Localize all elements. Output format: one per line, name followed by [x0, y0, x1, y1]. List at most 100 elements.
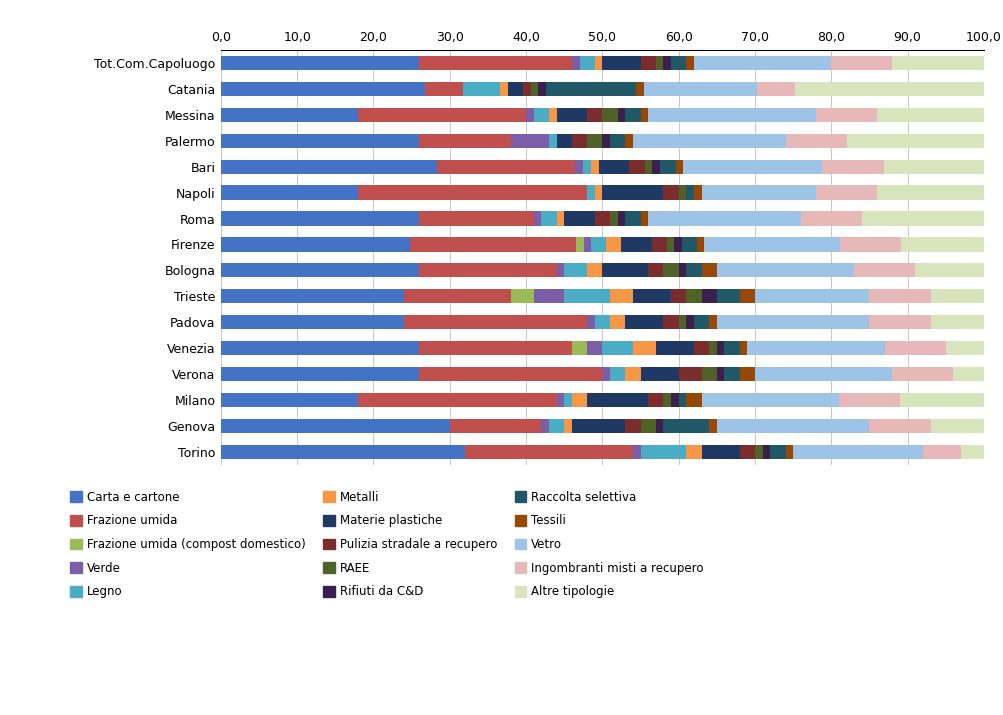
Bar — [572, 134, 587, 148]
Bar — [221, 108, 358, 122]
Bar — [663, 419, 708, 433]
Bar — [602, 134, 610, 148]
Bar — [861, 212, 983, 226]
Bar — [686, 393, 701, 407]
Bar — [830, 56, 892, 70]
Bar — [670, 289, 686, 303]
Bar — [549, 134, 556, 148]
Bar — [221, 367, 419, 381]
Bar — [648, 108, 815, 122]
Bar — [655, 341, 693, 355]
Bar — [579, 56, 594, 70]
Bar — [526, 108, 534, 122]
Bar — [640, 56, 655, 70]
Bar — [686, 315, 693, 330]
Bar — [424, 82, 462, 96]
Bar — [449, 419, 541, 433]
Bar — [792, 445, 922, 459]
Bar — [511, 134, 549, 148]
Bar — [583, 237, 591, 252]
Bar — [632, 289, 670, 303]
Bar — [602, 263, 648, 277]
Bar — [724, 367, 739, 381]
Bar — [419, 367, 602, 381]
Bar — [419, 263, 556, 277]
Bar — [739, 445, 754, 459]
Bar — [701, 289, 716, 303]
Bar — [693, 341, 708, 355]
Bar — [869, 315, 930, 330]
Bar — [556, 393, 564, 407]
Bar — [701, 367, 716, 381]
Bar — [587, 315, 594, 330]
Bar — [746, 341, 884, 355]
Bar — [666, 237, 673, 252]
Bar — [686, 185, 693, 199]
Bar — [681, 237, 696, 252]
Bar — [640, 419, 655, 433]
Bar — [651, 237, 666, 252]
Bar — [606, 237, 621, 252]
Bar — [815, 185, 877, 199]
Bar — [708, 341, 716, 355]
Bar — [587, 108, 602, 122]
Bar — [839, 393, 899, 407]
Bar — [678, 367, 701, 381]
Bar — [678, 315, 686, 330]
Bar — [221, 393, 358, 407]
Bar — [221, 237, 409, 252]
Bar — [587, 393, 648, 407]
Bar — [572, 419, 625, 433]
Bar — [602, 108, 617, 122]
Bar — [419, 56, 572, 70]
Bar — [899, 393, 983, 407]
Bar — [640, 212, 648, 226]
Bar — [583, 159, 590, 174]
Bar — [652, 159, 660, 174]
Bar — [716, 419, 869, 433]
Bar — [610, 367, 625, 381]
Bar — [602, 341, 632, 355]
Bar — [701, 393, 839, 407]
Bar — [221, 289, 403, 303]
Bar — [419, 134, 511, 148]
Bar — [660, 159, 675, 174]
Bar — [854, 263, 915, 277]
Bar — [462, 82, 499, 96]
Bar — [663, 185, 678, 199]
Bar — [670, 393, 678, 407]
Bar — [877, 108, 983, 122]
Bar — [892, 56, 983, 70]
Bar — [617, 212, 625, 226]
Bar — [877, 185, 983, 199]
Bar — [549, 419, 564, 433]
Bar — [930, 419, 983, 433]
Bar — [640, 108, 648, 122]
Bar — [678, 393, 686, 407]
Bar — [648, 263, 663, 277]
Bar — [678, 185, 686, 199]
Bar — [696, 237, 704, 252]
Bar — [556, 108, 587, 122]
Bar — [221, 263, 419, 277]
Bar — [960, 445, 983, 459]
Bar — [625, 367, 640, 381]
Bar — [534, 108, 549, 122]
Bar — [708, 315, 716, 330]
Bar — [756, 82, 794, 96]
Bar — [531, 82, 538, 96]
Bar — [221, 159, 436, 174]
Bar — [591, 237, 606, 252]
Bar — [754, 445, 762, 459]
Bar — [716, 289, 739, 303]
Bar — [564, 393, 572, 407]
Bar — [564, 289, 610, 303]
Bar — [594, 212, 610, 226]
Bar — [846, 134, 983, 148]
Bar — [564, 212, 594, 226]
Bar — [794, 82, 983, 96]
Bar — [541, 212, 556, 226]
Bar — [556, 134, 572, 148]
Bar — [686, 56, 693, 70]
Bar — [436, 159, 575, 174]
